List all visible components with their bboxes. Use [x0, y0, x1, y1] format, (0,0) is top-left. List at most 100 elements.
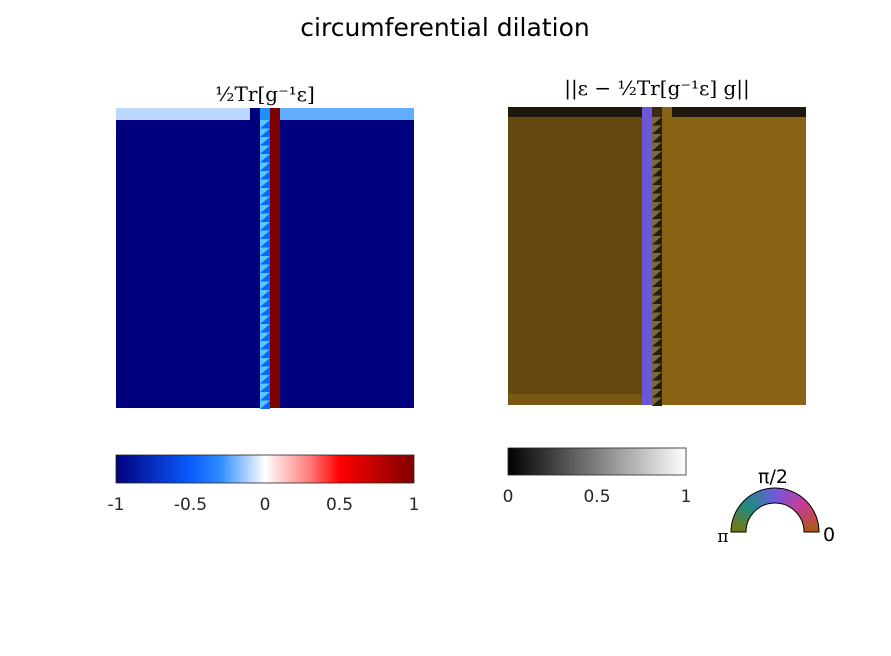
seam-triangle — [260, 256, 270, 265]
seam-triangle — [260, 196, 270, 205]
seam-triangle — [652, 380, 662, 389]
tick-label: 1 — [409, 495, 420, 515]
orientation-key-segment — [749, 493, 761, 509]
orientation-key-segment — [763, 488, 770, 505]
orientation-key-segment — [786, 491, 797, 507]
seam-triangle — [652, 151, 662, 160]
seam-triangle — [652, 304, 662, 313]
seam-triangle — [652, 219, 662, 228]
orientation-key-segment — [766, 488, 773, 504]
deviatoric-bottom-strip — [508, 394, 642, 405]
orientation-key-segment — [752, 492, 763, 508]
dilation-top-strip-left — [116, 108, 250, 120]
seam-triangle — [260, 230, 270, 239]
tick-label: 0 — [260, 495, 271, 515]
orientation-key-segment — [793, 498, 807, 512]
orientation-key-segment — [743, 498, 757, 512]
orientation-key-segment — [782, 489, 791, 505]
orientation-key-segment — [738, 503, 753, 516]
seam-triangle — [652, 193, 662, 202]
orientation-key-segment — [746, 495, 759, 510]
seam-triangle — [652, 321, 662, 330]
seam-triangle — [652, 363, 662, 372]
orientation-key-segment — [801, 513, 817, 523]
seam-triangle — [652, 142, 662, 151]
seam-triangle — [652, 227, 662, 236]
seam-triangle — [652, 261, 662, 270]
seam-triangle — [260, 315, 270, 324]
figure-title: circumferential dilation — [300, 13, 589, 42]
seam-triangle — [652, 389, 662, 398]
orientation-key-outline — [730, 487, 820, 533]
seam-triangle — [260, 188, 270, 197]
orientation-key-segment — [732, 516, 748, 525]
seam-triangle — [652, 278, 662, 287]
seam-triangle — [652, 159, 662, 168]
dilation-seam-edge — [250, 108, 260, 408]
orientation-key-segment — [784, 490, 794, 506]
seam-triangle — [260, 383, 270, 392]
seam-triangle — [260, 213, 270, 222]
orientation-key-segment — [770, 488, 775, 504]
seam-triangle — [260, 145, 270, 154]
seam-triangle — [652, 202, 662, 211]
orientation-key-segment — [802, 520, 819, 527]
orientation-key-segment — [803, 523, 819, 530]
seam-triangle — [652, 168, 662, 177]
seam-triangle — [260, 281, 270, 290]
seam-triangle — [652, 125, 662, 134]
seam-triangle — [260, 349, 270, 358]
deviatoric-colorbar-ticks: 0 0.5 1 — [503, 487, 692, 507]
orientation-key-segment — [731, 520, 747, 528]
seam-triangle — [260, 332, 270, 341]
seam-triangle — [652, 287, 662, 296]
deviatoric-right-field — [662, 107, 806, 405]
seam-triangle — [652, 236, 662, 245]
deviatoric-seam — [642, 107, 652, 405]
orientation-key-segment — [756, 490, 766, 506]
seam-triangle — [652, 117, 662, 126]
seam-triangle — [652, 295, 662, 304]
seam-triangle — [260, 400, 270, 409]
seam-triangle — [260, 307, 270, 316]
seam-triangle — [260, 290, 270, 299]
orientation-key — [730, 487, 820, 533]
orientation-key-segment — [802, 516, 818, 525]
seam-triangle — [260, 358, 270, 367]
orientation-key-segment — [741, 500, 755, 514]
seam-triangle — [260, 179, 270, 188]
seam-triangle — [260, 120, 270, 129]
orientation-key-segment — [777, 488, 783, 504]
seam-triangle — [652, 176, 662, 185]
tick-label: -0.5 — [174, 495, 207, 515]
seam-triangle — [260, 205, 270, 214]
orientation-key-segment — [797, 503, 812, 516]
seam-triangle — [652, 185, 662, 194]
orientation-key-segment — [798, 506, 814, 518]
tick-label: 0 — [503, 487, 514, 507]
deviatoric-left-field — [508, 107, 642, 405]
seam-triangle — [260, 154, 270, 163]
deviatoric-top-strip-left — [508, 107, 642, 117]
seam-triangle — [260, 324, 270, 333]
orientation-key-segment — [774, 488, 779, 504]
orientation-key-segment — [736, 506, 752, 518]
seam-triangle — [652, 329, 662, 338]
deviatoric-panel-title: ||ε − ½Tr[g⁻¹ε] g|| — [564, 76, 750, 101]
deviatoric-colorbar — [507, 447, 687, 476]
seam-triangle — [652, 210, 662, 219]
seam-triangle — [260, 366, 270, 375]
seam-triangle — [652, 270, 662, 279]
orientation-key-segment — [759, 489, 768, 505]
orientation-key-segment — [789, 493, 801, 509]
seam-triangle — [652, 244, 662, 253]
seam-triangle — [260, 392, 270, 401]
dilation-panel-title: ½Tr[g⁻¹ε] — [215, 82, 315, 106]
dilation-colorbar-ticks: -1 -0.5 0 0.5 1 — [108, 495, 420, 515]
seam-triangle — [260, 264, 270, 273]
seam-triangle — [652, 134, 662, 143]
seam-triangle — [260, 171, 270, 180]
tick-label: 0.5 — [583, 487, 610, 507]
seam-triangle — [652, 355, 662, 364]
seam-triangle — [260, 273, 270, 282]
